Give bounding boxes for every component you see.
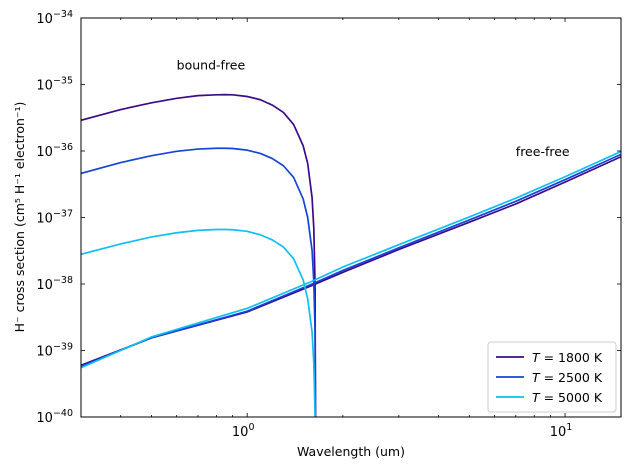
y-tick-label: 10−39 <box>36 342 73 360</box>
y-tick-label: 10−37 <box>36 209 73 227</box>
series-line-3-free-free <box>81 150 621 369</box>
series-layer <box>81 93 621 417</box>
series-line-2-free-free <box>81 153 621 368</box>
ticks-layer: 10−40 10−39 10−38 10−37 10−36 10−35 10−34 100 10… <box>36 9 621 440</box>
annotations-layer: bound-free free-free <box>177 57 570 159</box>
y-tick-label: 10−35 <box>36 76 73 94</box>
y-axis-label: H⁻ cross section (cm⁵ H⁻¹ electron⁻¹) <box>12 102 27 333</box>
annotation-free-free: free-free <box>516 144 570 159</box>
series-line-2-bound-free <box>81 147 317 417</box>
legend-entry-2: T = 2500 K <box>532 370 603 385</box>
series-line-1-bound-free <box>81 93 317 417</box>
y-tick-label: 10−40 <box>36 408 73 426</box>
x-tick-label: 100 <box>232 422 255 440</box>
legend: T = 1800 K T = 2500 K T = 5000 K <box>487 341 617 413</box>
y-tick-label: 10−38 <box>36 275 73 293</box>
legend-entry-1: T = 1800 K <box>532 350 603 365</box>
y-tick-label: 10−36 <box>36 142 73 160</box>
x-axis-label: Wavelength (um) <box>297 444 405 459</box>
plot-frame <box>80 17 622 418</box>
series-line-3-bound-free <box>81 228 316 417</box>
annotation-bound-free: bound-free <box>177 57 246 72</box>
y-tick-label: 10−34 <box>36 9 73 27</box>
legend-entry-3: T = 5000 K <box>532 390 603 405</box>
legend-box <box>487 341 617 413</box>
x-tick-label: 101 <box>550 422 573 440</box>
